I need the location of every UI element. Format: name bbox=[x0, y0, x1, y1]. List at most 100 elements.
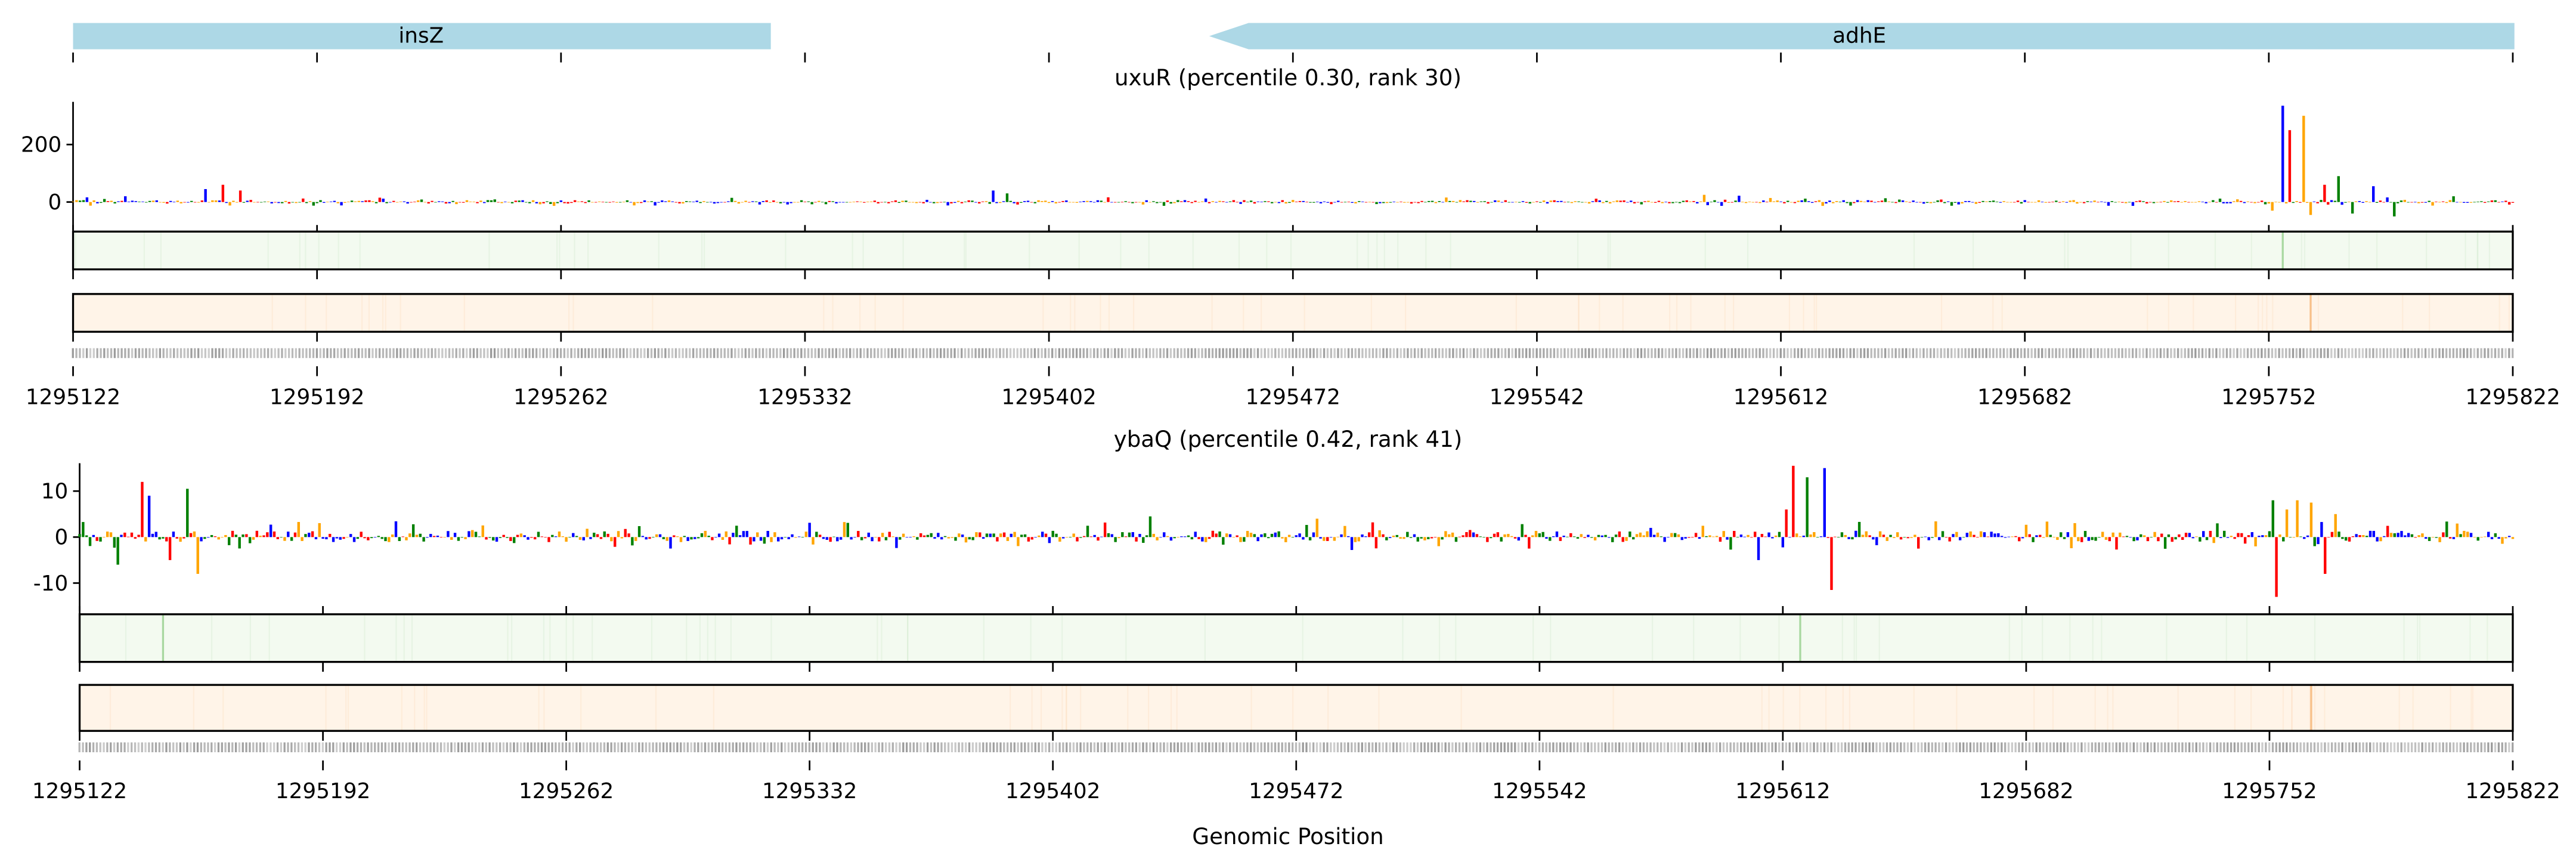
logo-bar bbox=[1281, 537, 1284, 539]
sequence-base bbox=[1131, 348, 1134, 359]
sequence-base bbox=[1069, 742, 1072, 753]
sequence-base bbox=[1138, 348, 1141, 359]
green-track-faint-mark bbox=[395, 614, 397, 662]
sequence-base bbox=[2386, 742, 2389, 753]
sequence-base bbox=[992, 348, 994, 359]
sequence-base bbox=[2138, 348, 2141, 359]
logo-bar bbox=[2146, 537, 2150, 542]
logo-bar bbox=[975, 532, 978, 537]
logo-bar bbox=[1797, 200, 1800, 202]
logo-bar bbox=[1758, 202, 1761, 203]
logo-bar bbox=[459, 202, 462, 203]
logo-bar bbox=[839, 537, 843, 540]
logo-bar bbox=[394, 521, 398, 537]
sequence-base bbox=[2254, 742, 2257, 753]
logo-bar bbox=[1842, 200, 1845, 202]
logo-bar bbox=[1068, 202, 1072, 203]
logo-bar bbox=[2091, 537, 2094, 540]
logo-bar bbox=[1503, 534, 1506, 537]
logo-bar bbox=[815, 532, 818, 537]
logo-bar bbox=[510, 202, 514, 203]
logo-bar bbox=[287, 202, 291, 204]
sequence-base bbox=[1023, 348, 1026, 359]
sequence-base bbox=[1490, 742, 1492, 753]
sequence-base bbox=[2188, 742, 2191, 753]
sequence-base bbox=[605, 348, 608, 359]
orange-track-faint-mark bbox=[385, 293, 386, 332]
logo-bar bbox=[352, 537, 356, 542]
logo-bar bbox=[1357, 537, 1360, 542]
logo-bar bbox=[1764, 536, 1767, 537]
logo-bar bbox=[151, 533, 154, 537]
sequence-base bbox=[2296, 742, 2298, 753]
logo-bar bbox=[2382, 202, 2385, 203]
sequence-base bbox=[1340, 742, 1342, 753]
sequence-base bbox=[1811, 348, 1813, 359]
sequence-base bbox=[2463, 348, 2465, 359]
logo-bar bbox=[2417, 535, 2420, 537]
logo-bar bbox=[1487, 202, 1490, 204]
logo-bar bbox=[392, 200, 395, 202]
logo-bar bbox=[1549, 537, 1552, 541]
sequence-base bbox=[1952, 742, 1954, 753]
sequence-base bbox=[1623, 348, 1625, 359]
logo-bar bbox=[1600, 535, 1603, 537]
sequence-base bbox=[1479, 348, 1482, 359]
logo-bar bbox=[1438, 201, 1441, 202]
sequence-base bbox=[2358, 742, 2361, 753]
logo-bar bbox=[1941, 531, 1945, 537]
sequence-base bbox=[364, 348, 367, 359]
sequence-base bbox=[971, 742, 974, 753]
sequence-base bbox=[1482, 742, 1485, 753]
logo-bar bbox=[406, 202, 409, 204]
sequence-base bbox=[2403, 348, 2406, 359]
logo-bar bbox=[655, 534, 658, 537]
green-track-faint-mark bbox=[907, 614, 909, 662]
green-track-faint-mark bbox=[2425, 231, 2428, 270]
logo-bar bbox=[1598, 200, 1601, 202]
sequence-base bbox=[915, 348, 918, 359]
sequence-base bbox=[183, 348, 185, 359]
sequence-base bbox=[151, 742, 154, 753]
sequence-base bbox=[807, 348, 810, 359]
sequence-base bbox=[2376, 348, 2378, 359]
sequence-base bbox=[492, 742, 494, 753]
logo-bar bbox=[916, 537, 919, 540]
logo-bar bbox=[982, 537, 985, 539]
orange-track-faint-mark bbox=[2291, 685, 2293, 731]
logo-bar bbox=[2195, 536, 2198, 537]
logo-bar bbox=[1343, 526, 1346, 537]
sequence-base bbox=[1879, 742, 1881, 753]
green-track-faint-mark bbox=[1853, 614, 1855, 662]
logo-bar bbox=[1319, 537, 1322, 539]
logo-bar bbox=[2362, 534, 2365, 537]
sequence-base bbox=[1602, 348, 1604, 359]
sequence-base bbox=[1260, 742, 1262, 753]
logo-bar bbox=[797, 202, 800, 203]
logo-bar bbox=[308, 201, 312, 202]
orange-track-faint-mark bbox=[1668, 293, 1671, 332]
sequence-base bbox=[1190, 348, 1193, 359]
logo-bar bbox=[1392, 535, 1395, 537]
sequence-base bbox=[2107, 348, 2110, 359]
logo-bar bbox=[1570, 202, 1574, 203]
orange-track-faint-mark bbox=[382, 293, 384, 332]
sequence-base bbox=[629, 348, 632, 359]
sequence-base bbox=[810, 348, 813, 359]
green-track-mark bbox=[162, 614, 165, 662]
logo-bar bbox=[1448, 200, 1451, 202]
sequence-base bbox=[1128, 348, 1130, 359]
sequence-base bbox=[1483, 348, 1486, 359]
orange-track-faint-mark bbox=[1042, 293, 1044, 332]
sequence-base bbox=[295, 348, 297, 359]
sequence-base bbox=[232, 348, 234, 359]
logo-bar bbox=[169, 200, 172, 202]
logo-bar bbox=[2243, 537, 2247, 544]
sequence-base bbox=[2145, 348, 2148, 359]
logo-bar bbox=[497, 202, 500, 203]
sequence-base bbox=[1799, 742, 1801, 753]
sequence-base bbox=[1612, 348, 1615, 359]
sequence-base bbox=[1054, 348, 1057, 359]
sequence-base bbox=[441, 348, 444, 359]
sequence-base bbox=[565, 742, 568, 753]
